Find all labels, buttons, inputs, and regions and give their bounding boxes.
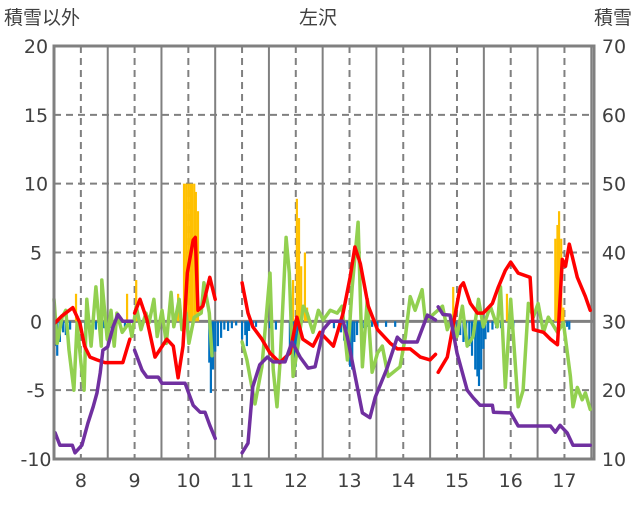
bar-blue xyxy=(370,321,374,327)
bar-blue xyxy=(376,321,379,327)
grid xyxy=(54,46,594,459)
bar-blue xyxy=(462,321,465,342)
bar-blue xyxy=(226,321,230,331)
bar-blue xyxy=(102,321,106,329)
bar-orange xyxy=(303,252,307,322)
bar-blue xyxy=(123,321,127,329)
x-tick-label: 8 xyxy=(75,470,87,492)
y-tick-label-right: 20 xyxy=(602,380,626,402)
bar-orange xyxy=(292,280,295,322)
plot-frame xyxy=(52,44,596,461)
y-tick-label-left: 5 xyxy=(30,243,42,265)
bar-orange xyxy=(182,183,186,322)
bar-blue xyxy=(274,321,278,330)
bar-orange xyxy=(187,183,190,322)
bar-orange xyxy=(554,238,557,322)
bar-blue xyxy=(487,321,490,333)
series-line-purple xyxy=(53,305,592,455)
bar-blue xyxy=(351,321,354,370)
bar-blue xyxy=(94,321,98,330)
y-tick-label-right: 50 xyxy=(602,174,626,196)
x-tick-label: 13 xyxy=(337,470,361,492)
bar-blue xyxy=(62,321,65,333)
y-tick-label-left: -10 xyxy=(20,449,51,471)
bar-blue xyxy=(491,321,494,330)
bar-orange xyxy=(505,293,509,322)
bar-orange xyxy=(562,307,565,322)
y-axis-label-left: 積雪以外 xyxy=(4,7,80,29)
bar-blue xyxy=(254,321,258,327)
y-tick-label-left: 15 xyxy=(24,105,48,127)
bar-blue xyxy=(468,321,471,347)
bar-orange xyxy=(297,218,301,322)
bar-blue xyxy=(394,321,397,327)
bar-blue xyxy=(244,321,247,336)
bar-blue xyxy=(339,321,343,333)
bar-orange xyxy=(185,183,188,322)
x-tick-label: 16 xyxy=(499,470,523,492)
bar-blue xyxy=(69,321,72,330)
bar-blue xyxy=(208,321,211,363)
chart-title: 左沢 xyxy=(299,7,337,29)
bar-blue xyxy=(214,321,217,352)
bar-blue xyxy=(245,321,248,347)
y-tick-label-right: 70 xyxy=(602,36,626,58)
bar-blue xyxy=(223,321,226,330)
bar-blue xyxy=(482,321,485,349)
x-tick-label: 11 xyxy=(230,470,254,492)
lines xyxy=(52,220,592,455)
y-tick-label-right: 10 xyxy=(602,449,626,471)
bar-orange xyxy=(74,293,78,322)
bar-blue xyxy=(568,321,571,330)
x-tick-label: 15 xyxy=(445,470,469,492)
y-tick-label-left: -5 xyxy=(27,380,46,402)
series-line-red xyxy=(53,235,592,380)
bar-blue xyxy=(480,321,483,370)
bar-orange xyxy=(295,198,298,322)
x-tick-label: 17 xyxy=(552,470,576,492)
bar-blue xyxy=(230,321,233,329)
bar-blue xyxy=(294,321,297,367)
bar-blue xyxy=(384,321,388,327)
bar-blue xyxy=(476,321,479,377)
y-tick-label-right: 30 xyxy=(602,311,626,333)
x-tick-label: 14 xyxy=(391,470,415,492)
bar-blue xyxy=(293,321,296,363)
bar-blue xyxy=(332,321,336,329)
y-tick-label-left: 10 xyxy=(24,174,48,196)
bar-blue xyxy=(355,321,359,336)
bar-blue xyxy=(474,321,477,370)
bar-blue xyxy=(484,321,487,340)
y-tick-label-left: 0 xyxy=(30,311,42,333)
bar-orange xyxy=(300,266,303,322)
bar-blue xyxy=(477,321,481,387)
bar-blue xyxy=(247,321,251,331)
bar-orange xyxy=(135,280,138,322)
y-tick-label-left: 20 xyxy=(24,36,48,58)
y-axis-label-right: 積雪 xyxy=(594,7,632,29)
x-tick-label: 9 xyxy=(129,470,141,492)
y-tick-label-right: 40 xyxy=(602,243,626,265)
bar-orange xyxy=(452,286,455,322)
bar-blue xyxy=(353,321,356,342)
y-tick-label-right: 60 xyxy=(602,105,626,127)
bar-orange xyxy=(125,293,129,322)
bar-orange xyxy=(556,224,559,322)
bars xyxy=(53,183,571,393)
x-tick-label: 12 xyxy=(284,470,308,492)
tick-labels: -10 -5 0 5 10 15 20 10 20 30 40 50 60 70 8 9 10 11 12 13 14 1… xyxy=(20,36,626,492)
bar-blue xyxy=(220,321,223,338)
x-tick-label: 10 xyxy=(176,470,200,492)
bar-orange xyxy=(557,211,561,322)
bar-blue xyxy=(216,321,219,347)
bar-blue xyxy=(240,321,244,340)
bar-blue xyxy=(566,321,569,327)
bar-blue xyxy=(235,321,238,326)
